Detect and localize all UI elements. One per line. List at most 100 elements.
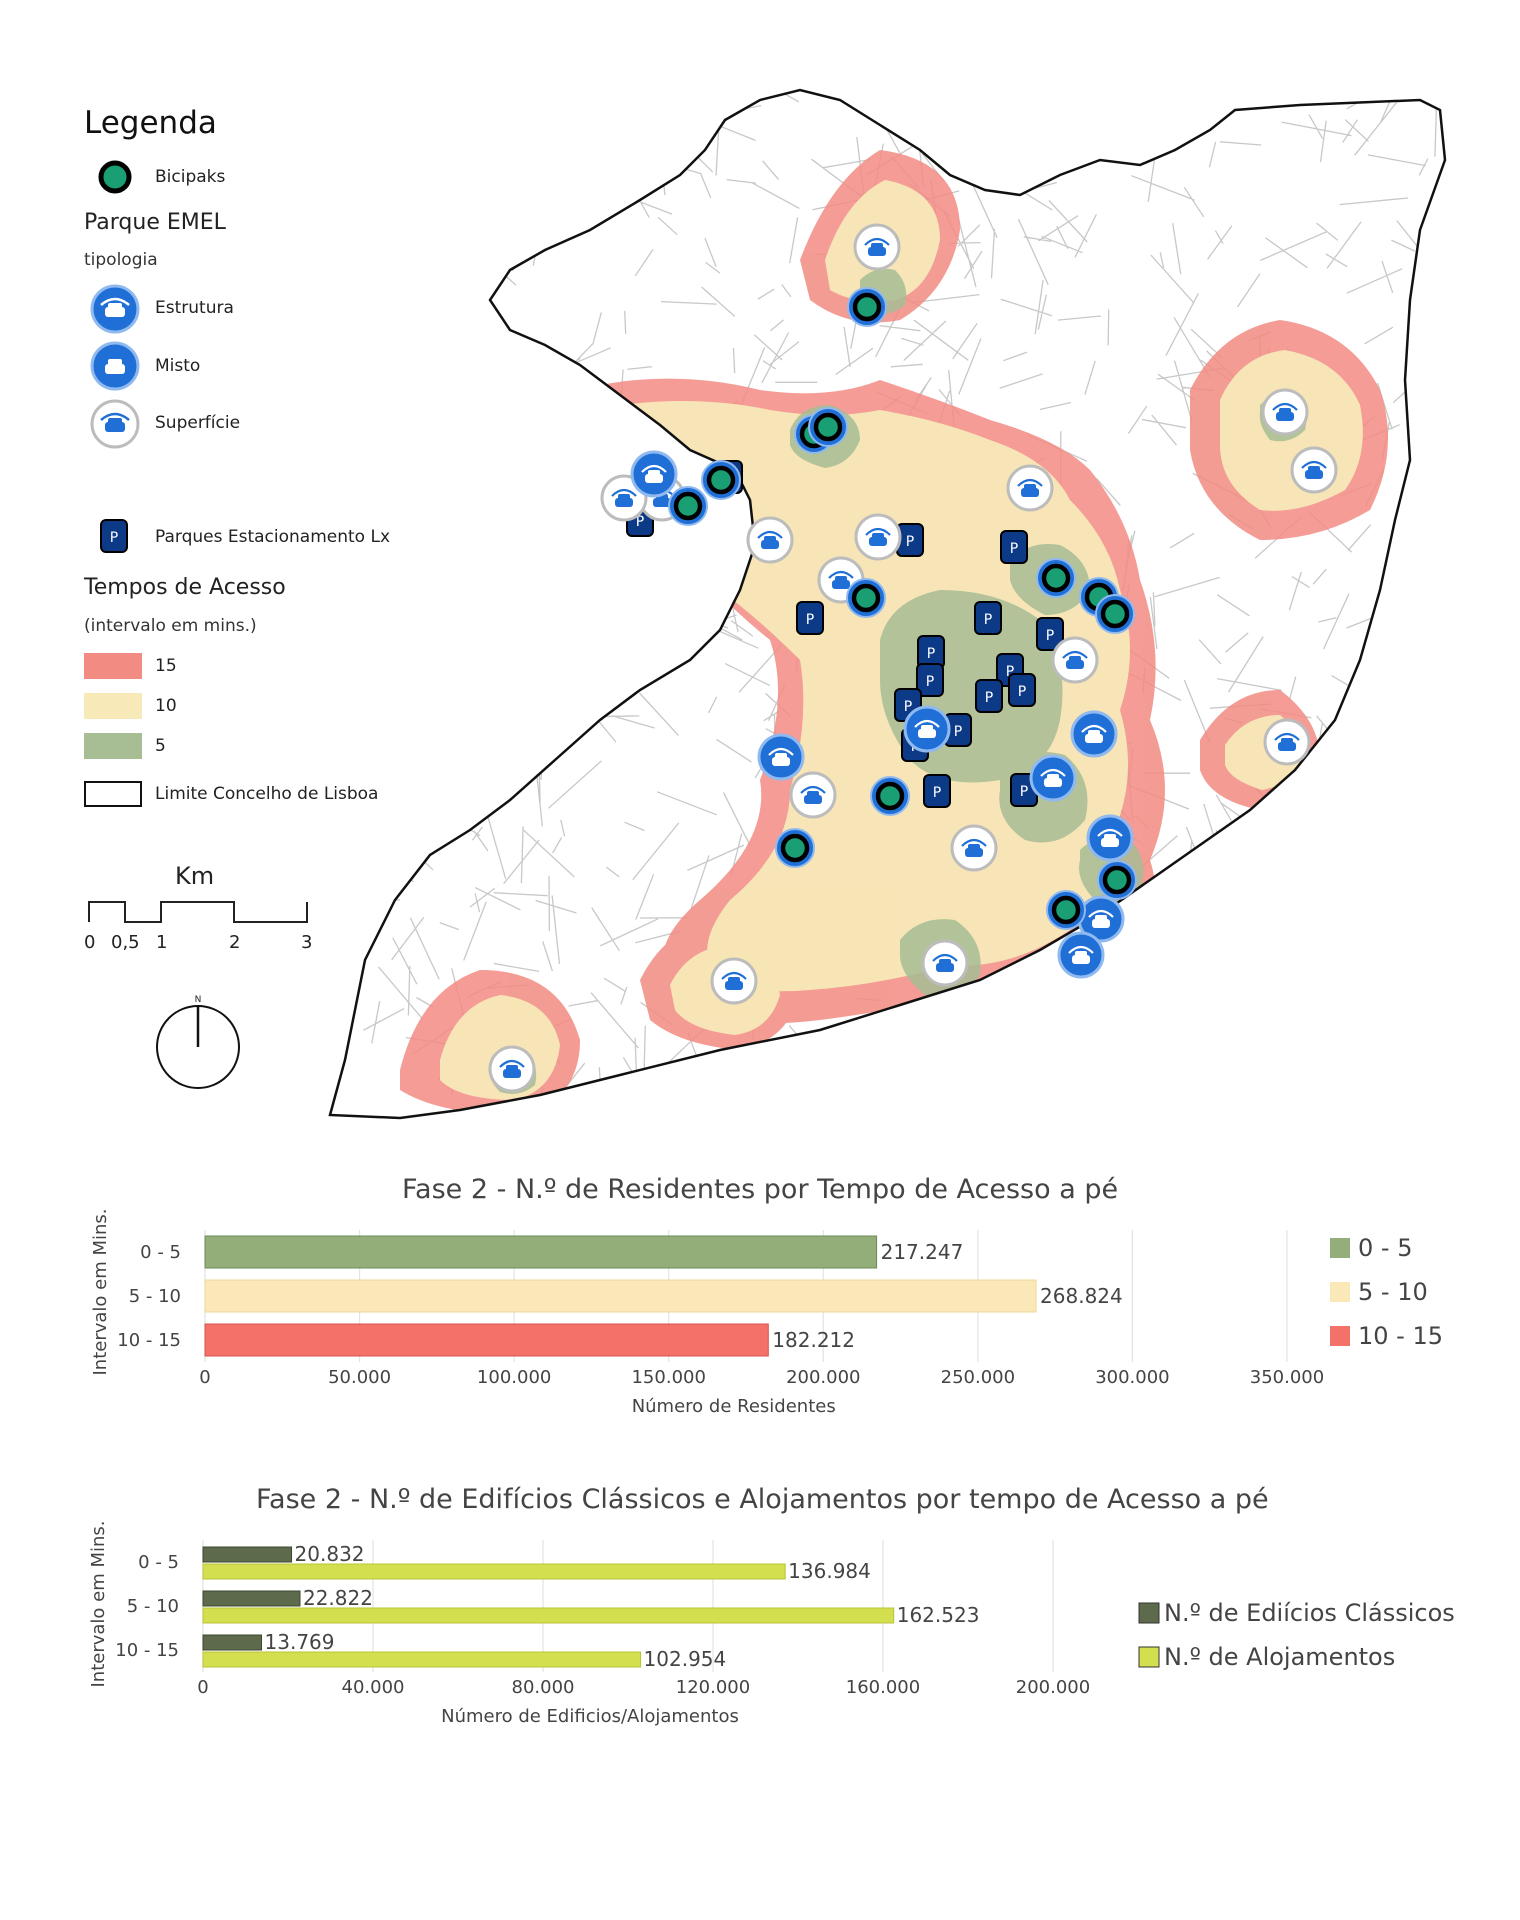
parking-lx-marker: P bbox=[923, 774, 951, 808]
emel-superficie-marker bbox=[921, 939, 969, 987]
chart2-value-label: 162.523 bbox=[897, 1603, 980, 1627]
chart1-category-label: 10 - 15 bbox=[117, 1330, 181, 1351]
svg-text:P: P bbox=[954, 724, 962, 740]
bicipak-marker bbox=[847, 287, 887, 327]
chart1-legend-swatch bbox=[1330, 1238, 1350, 1258]
chart2-ylabel: Intervalo em Mins. bbox=[88, 1520, 109, 1687]
chart1-xtick: 350.000 bbox=[1250, 1367, 1324, 1388]
chart2-legend-swatch bbox=[1138, 1646, 1160, 1668]
chart1-xlabel: Número de Residentes bbox=[632, 1396, 836, 1417]
svg-text:P: P bbox=[927, 646, 935, 662]
chart2-title: Fase 2 - N.º de Edifícios Clássicos e Al… bbox=[256, 1484, 1269, 1515]
legend-estrutura: Estrutura bbox=[155, 298, 234, 318]
scale-tick-3: 2 bbox=[229, 932, 241, 953]
legend-tipologia: tipologia bbox=[84, 250, 158, 270]
emel-misto-marker bbox=[757, 733, 805, 781]
chart1-bar bbox=[204, 1235, 878, 1269]
legend-superficie: Superfície bbox=[155, 413, 241, 433]
bicipak-marker bbox=[1097, 860, 1137, 900]
chart1-xtick: 150.000 bbox=[631, 1367, 705, 1388]
svg-text:P: P bbox=[985, 690, 993, 706]
emel-superficie-marker bbox=[1051, 636, 1099, 684]
scale-bar bbox=[88, 901, 308, 923]
chart2-xlabel: Número de Edificios/Alojamentos bbox=[441, 1706, 739, 1727]
bicipak-marker bbox=[1046, 890, 1086, 930]
chart2-legend-swatch bbox=[1138, 1602, 1160, 1624]
swatch-15 bbox=[84, 653, 142, 679]
svg-text:P: P bbox=[1018, 684, 1026, 700]
bicipak-marker bbox=[775, 828, 815, 868]
chart1-xtick: 250.000 bbox=[941, 1367, 1015, 1388]
emel-superficie-marker bbox=[1006, 464, 1054, 512]
chart2-bar bbox=[202, 1590, 301, 1607]
map-markers: PPPPPPPPPPPPPPPPP bbox=[488, 223, 1338, 1093]
svg-text:P: P bbox=[636, 514, 644, 530]
svg-text:P: P bbox=[110, 530, 118, 546]
lisbon-map: PPPPPPPPPPPPPPPPP N bbox=[88, 88, 1447, 1120]
emel-misto-marker bbox=[903, 705, 951, 753]
chart1-bar bbox=[204, 1323, 769, 1357]
svg-text:P: P bbox=[806, 612, 814, 628]
chart2-legend-label: N.º de Ediícios Clássicos bbox=[1164, 1599, 1455, 1627]
svg-text:P: P bbox=[1010, 541, 1018, 557]
chart1-legend-label: 10 - 15 bbox=[1358, 1322, 1443, 1350]
chart1-legend-label: 5 - 10 bbox=[1358, 1278, 1428, 1306]
chart2-value-label: 102.954 bbox=[644, 1647, 727, 1671]
chart1-value-label: 182.212 bbox=[772, 1328, 855, 1352]
superficie-icon bbox=[90, 399, 140, 449]
map-area: PPPPPPPPPPPPPPPPP N Legenda Bicipaks Par… bbox=[84, 88, 1447, 1120]
city-boundary bbox=[328, 88, 1447, 1120]
chart2-bar bbox=[202, 1546, 293, 1563]
chart1-category-label: 5 - 10 bbox=[129, 1286, 181, 1307]
svg-text:P: P bbox=[984, 612, 992, 628]
chart1-xtick: 0 bbox=[199, 1367, 210, 1388]
parking-lx-marker: P bbox=[916, 663, 944, 697]
chart2-xtick: 80.000 bbox=[512, 1677, 575, 1698]
emel-misto-marker bbox=[1057, 931, 1105, 979]
bicipak-icon bbox=[98, 160, 132, 194]
legend-tempos: Tempos de Acesso bbox=[84, 575, 286, 600]
bicipak-marker bbox=[846, 578, 886, 618]
chart2-value-label: 20.832 bbox=[295, 1542, 365, 1566]
chart2-value-label: 13.769 bbox=[265, 1630, 335, 1654]
emel-superficie-marker bbox=[853, 223, 901, 271]
chart1-legend-swatch bbox=[1330, 1282, 1350, 1302]
chart2-xtick: 0 bbox=[197, 1677, 208, 1698]
parking-lx-marker: P bbox=[796, 601, 824, 635]
svg-text:P: P bbox=[904, 699, 912, 715]
north-arrow bbox=[156, 1005, 240, 1089]
scale-tick-2: 1 bbox=[156, 932, 168, 953]
chart1-legend-swatch bbox=[1330, 1326, 1350, 1346]
chart1-xtick: 100.000 bbox=[477, 1367, 551, 1388]
emel-superficie-marker bbox=[854, 513, 902, 561]
chart2-category-label: 5 - 10 bbox=[127, 1596, 179, 1617]
chart1-value-label: 268.824 bbox=[1040, 1284, 1123, 1308]
legend-10: 10 bbox=[155, 696, 177, 716]
emel-superficie-marker bbox=[1263, 718, 1311, 766]
emel-superficie-marker bbox=[746, 516, 794, 564]
swatch-10 bbox=[84, 693, 142, 719]
chart2-bar bbox=[202, 1607, 895, 1624]
chart2-bar bbox=[202, 1563, 786, 1580]
parking-lx-marker: P bbox=[974, 601, 1002, 635]
swatch-limite bbox=[84, 781, 142, 807]
scale-tick-0: 0 bbox=[84, 932, 96, 953]
svg-text:P: P bbox=[1046, 628, 1054, 644]
chart2-value-label: 136.984 bbox=[788, 1559, 871, 1583]
residents-chart: Fase 2 - N.º de Residentes por Tempo de … bbox=[0, 1170, 1520, 1450]
chart1-value-label: 217.247 bbox=[881, 1240, 964, 1264]
swatch-5 bbox=[84, 733, 142, 759]
svg-text:P: P bbox=[1006, 664, 1014, 680]
emel-misto-marker bbox=[630, 450, 678, 498]
emel-superficie-marker bbox=[488, 1045, 536, 1093]
svg-text:P: P bbox=[926, 674, 934, 690]
chart1-ylabel: Intervalo em Mins. bbox=[90, 1208, 111, 1375]
chart2-bar bbox=[202, 1634, 263, 1651]
bicipak-marker bbox=[1095, 594, 1135, 634]
legend-intervalo: (intervalo em mins.) bbox=[84, 616, 257, 636]
parking-lx-marker: P bbox=[975, 679, 1003, 713]
emel-misto-marker bbox=[1070, 710, 1118, 758]
legend-misto: Misto bbox=[155, 356, 201, 376]
chart2-value-label: 22.822 bbox=[303, 1586, 373, 1610]
bicipak-marker bbox=[870, 776, 910, 816]
